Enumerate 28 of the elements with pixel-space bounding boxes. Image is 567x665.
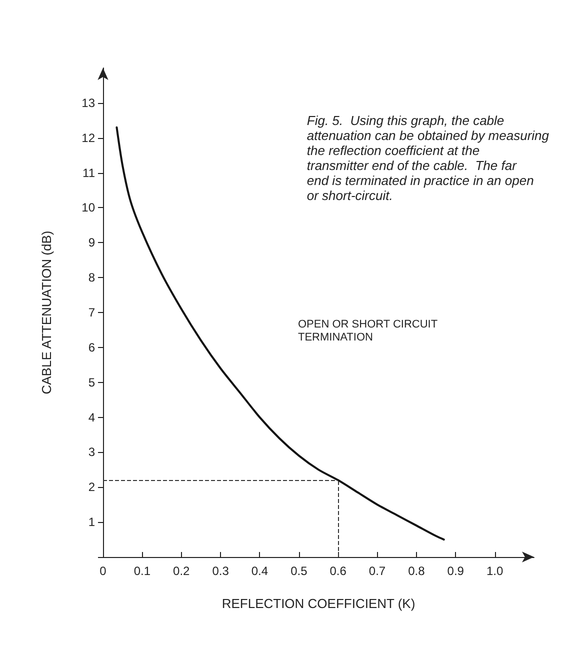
annotation: Fig. 5. Using this graph, the cable attenuation can be obtained by measuring the reflection coefficient at the transmitter end of the cable. The far end is terminated in practice in an open or short-circuit. (306, 113, 550, 203)
x-tick-label: 0.1 (134, 564, 151, 578)
y-tick-label: 2 (88, 480, 96, 494)
x-tick-label: 1.0 (486, 564, 504, 578)
y-tick-label: 11 (82, 166, 96, 180)
x-tick-label: 0 (100, 564, 107, 578)
x-tick-label: 0.4 (251, 564, 268, 578)
y-tick-label: 8 (88, 270, 96, 285)
y-tick-label: 12 (82, 130, 96, 145)
x-tick-label: 0.2 (173, 564, 190, 578)
y-tick-label: 7 (88, 306, 96, 320)
y-tick-label: 9 (88, 236, 96, 250)
x-tick-label: 0.9 (447, 564, 464, 578)
x-tick-label: 0.8 (408, 564, 426, 578)
x-tick-label: 0.3 (212, 564, 230, 578)
y-tick-label: 6 (88, 340, 96, 354)
y-tick-label: 1 (88, 515, 96, 530)
y-axis-title: CABLE ATTENUATION (dB) (39, 230, 54, 394)
y-tick-label: 10 (82, 200, 96, 215)
x-tick-label: 0.7 (368, 564, 386, 578)
y-tick-label: 5 (88, 375, 96, 390)
x-tick-label: 0.5 (290, 564, 308, 578)
y-tick-label: 4 (88, 410, 96, 424)
x-tick-label: 0.6 (330, 564, 347, 578)
annotation: OPEN OR SHORT CIRCUIT TERMINATION (298, 318, 438, 344)
y-tick-label: 13 (82, 96, 96, 110)
x-axis-title: REFLECTION COEFFICIENT (K) (222, 596, 416, 611)
y-tick-label: 3 (88, 445, 96, 460)
